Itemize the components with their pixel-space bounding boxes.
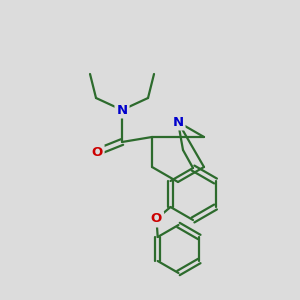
Text: N: N	[116, 103, 128, 116]
Text: N: N	[172, 116, 184, 128]
Text: O: O	[151, 212, 162, 226]
Text: O: O	[92, 146, 103, 158]
